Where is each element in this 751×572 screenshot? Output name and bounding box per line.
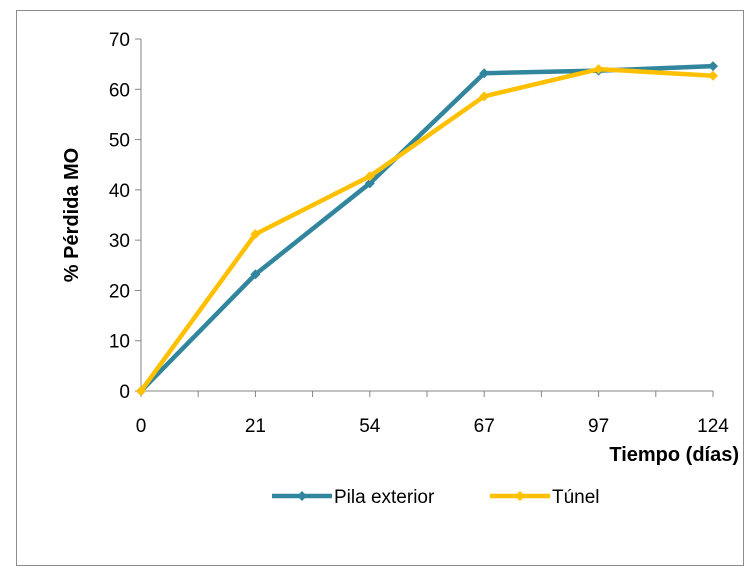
y-tick-label: 40 — [109, 181, 130, 202]
x-tick-label: 0 — [136, 416, 147, 437]
y-tick-label: 0 — [119, 382, 130, 403]
legend-marker — [515, 491, 525, 501]
series-line — [139, 63, 714, 393]
legend-label: Túnel — [552, 487, 600, 508]
legend-marker — [297, 491, 307, 501]
data-point — [593, 64, 604, 75]
x-tick-label: 54 — [359, 416, 381, 437]
data-point — [479, 91, 490, 102]
series-2 — [136, 64, 718, 396]
data-point — [364, 178, 375, 189]
data-point — [479, 68, 490, 79]
axes — [140, 39, 713, 392]
x-tick-label: 97 — [588, 416, 609, 437]
data-point — [708, 70, 718, 81]
data-point — [250, 269, 261, 280]
data-point — [250, 229, 261, 240]
x-tick-label: 67 — [474, 416, 495, 437]
chart-frame — [16, 10, 744, 566]
y-tick-label: 30 — [109, 231, 130, 252]
y-tick-label: 60 — [109, 80, 130, 101]
legend-entry: Pila exterior — [272, 487, 435, 508]
y-axis-title: % Pérdida MO — [61, 148, 83, 282]
legend-entry: Túnel — [490, 487, 600, 508]
series-1 — [136, 61, 718, 396]
x-axis-ticks: 0 21 54 67 97 124 — [136, 391, 729, 437]
x-tick-label: 21 — [245, 416, 266, 437]
y-axis-ticks: 0 10 20 30 40 50 60 70 — [109, 30, 141, 403]
y-tick-label: 70 — [109, 30, 130, 51]
legend-label: Pila exterior — [334, 487, 435, 508]
y-tick-label: 50 — [109, 131, 130, 152]
legend: Pila exterior Túnel — [272, 487, 600, 508]
series-line — [139, 66, 714, 393]
y-tick-label: 10 — [109, 332, 130, 353]
series-layer — [136, 61, 718, 396]
data-point — [708, 61, 718, 72]
y-tick-label: 20 — [109, 281, 130, 302]
x-tick-label: 124 — [697, 416, 729, 437]
x-axis-title: Tiempo (días) — [609, 444, 739, 466]
data-point — [364, 171, 375, 182]
data-point — [136, 386, 146, 396]
